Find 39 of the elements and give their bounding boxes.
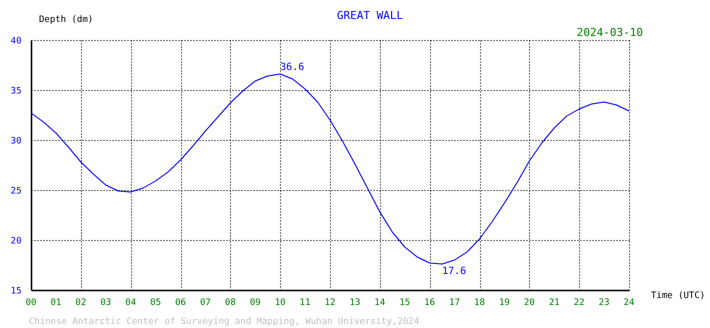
y-tick-label: 20: [10, 236, 22, 246]
y-tick-label: 25: [10, 186, 22, 196]
x-tick-label: 12: [324, 298, 336, 308]
x-tick-label: 18: [474, 298, 485, 308]
x-tick-label: 09: [250, 298, 261, 308]
annotation: 17.6: [442, 266, 466, 277]
x-tick-label: 10: [274, 298, 286, 308]
x-tick-label: 22: [574, 298, 585, 308]
x-tick-label: 19: [498, 298, 510, 308]
y-tick-label: 40: [10, 36, 22, 46]
y-tick-label: 35: [10, 86, 22, 96]
y-axis-title: Depth (dm): [39, 15, 94, 25]
annotation: 36.6: [280, 62, 304, 73]
x-tick-label: 24: [624, 298, 634, 308]
x-tick-label: 17: [449, 298, 460, 308]
x-tick-label: 23: [598, 298, 610, 308]
chart-title: GREAT WALL: [336, 9, 404, 22]
x-axis-title: Time (UTC): [651, 291, 706, 301]
x-tick-label: 02: [75, 298, 86, 308]
x-tick-label: 13: [349, 298, 360, 308]
x-tick-label: 08: [224, 298, 236, 308]
x-tick-label: 16: [424, 298, 436, 308]
y-tick-label: 15: [10, 286, 22, 296]
line-series: [30, 74, 630, 264]
y-tick-label: 30: [10, 136, 22, 146]
x-tick-label: 20: [524, 298, 535, 308]
text: Chinese Antarctic Center of Surveying and Mapping, Wuhan University,2024: [29, 317, 420, 327]
x-tick-label: 14: [374, 298, 386, 308]
x-tick-label: 21: [548, 298, 560, 308]
x-tick-label: 06: [175, 298, 186, 308]
x-tick-label: 03: [100, 298, 112, 308]
x-tick-label: 05: [150, 298, 162, 308]
x-tick-label: 11: [300, 298, 311, 308]
x-tick-label: 07: [200, 298, 211, 308]
text: 2024-03-10: [576, 26, 643, 39]
x-tick-label: 00: [26, 298, 36, 308]
x-tick-label: 04: [125, 298, 136, 308]
x-tick-label: 01: [50, 298, 62, 308]
x-tick-label: 15: [399, 298, 410, 308]
